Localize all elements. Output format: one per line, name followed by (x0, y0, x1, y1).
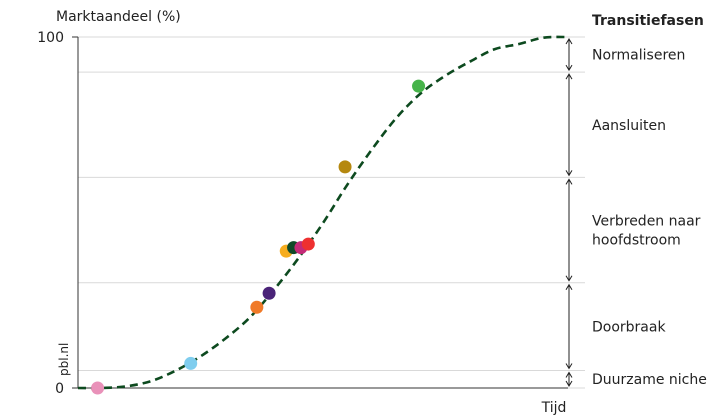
x-axis-label: Tijd (541, 400, 567, 416)
phase-label: Doorbraak (592, 320, 666, 336)
phase-arrow-up (565, 178, 573, 185)
phase-label: Normaliseren (592, 48, 685, 64)
grid-lines (78, 36, 585, 389)
phase-arrow-down (565, 363, 573, 370)
phase-brackets: Duurzame niche Doorbraak Verbreden naar hoo… (565, 38, 707, 388)
phase-label: Aansluiten (592, 118, 666, 134)
phase-arrow-up (565, 283, 573, 290)
data-points (91, 79, 426, 395)
phase-arrow-up (565, 371, 573, 378)
data-point (301, 237, 315, 251)
data-point (91, 381, 105, 395)
data-point (338, 160, 352, 174)
s-curve-line (77, 35, 569, 390)
data-point (412, 79, 426, 93)
y-tick-group: 0 100 (37, 30, 78, 397)
data-point (262, 286, 276, 300)
phase-label: Duurzame niche (592, 372, 707, 388)
phase-arrow-down (565, 170, 573, 177)
y-tick-label: 0 (55, 381, 64, 397)
data-point (184, 356, 198, 370)
phase-label: Verbreden naar hoofdstroom (592, 214, 701, 249)
y-tick-label: 100 (37, 30, 64, 46)
phase-arrow-down (565, 64, 573, 72)
phase-arrow-up (565, 38, 573, 45)
y-axis-label: Marktaandeel (%) (56, 9, 181, 25)
phase-arrow-down (565, 380, 573, 387)
phases-title: Transitiefasen (592, 13, 704, 29)
phase-arrow-up (565, 73, 573, 80)
watermark-label: pbl.nl (57, 343, 71, 376)
data-point (250, 300, 264, 314)
phase-arrow-down (565, 275, 573, 282)
